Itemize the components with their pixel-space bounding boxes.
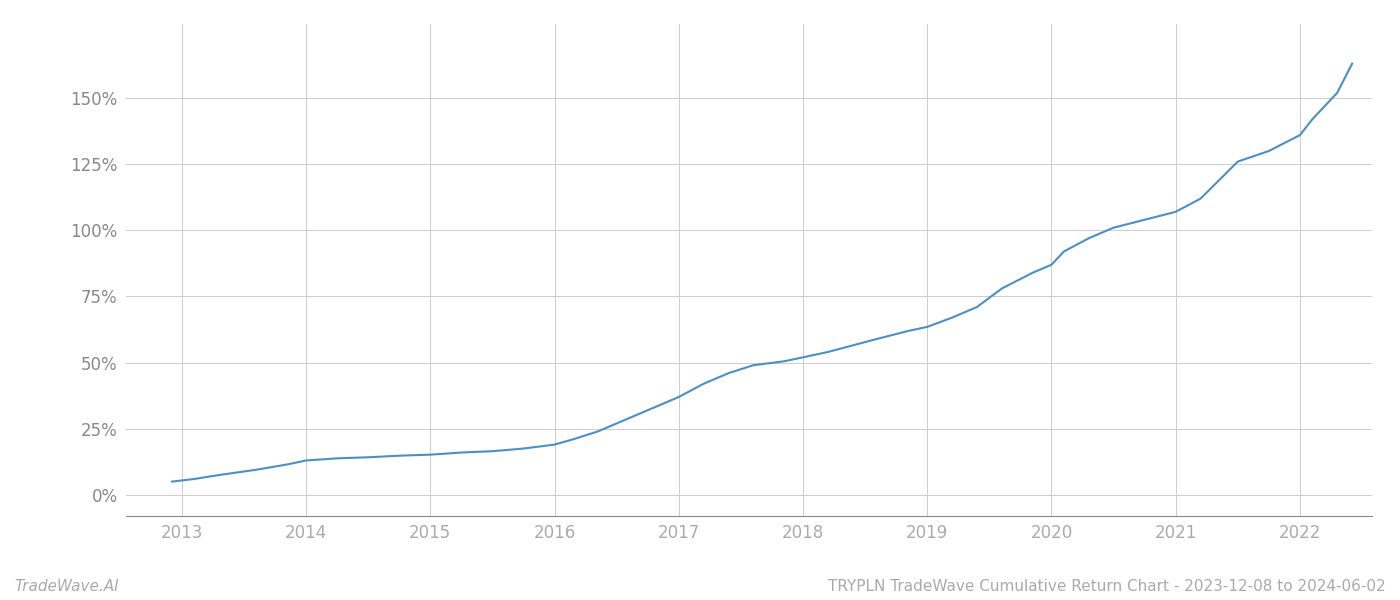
Text: TradeWave.AI: TradeWave.AI (14, 579, 119, 594)
Text: TRYPLN TradeWave Cumulative Return Chart - 2023-12-08 to 2024-06-02: TRYPLN TradeWave Cumulative Return Chart… (829, 579, 1386, 594)
